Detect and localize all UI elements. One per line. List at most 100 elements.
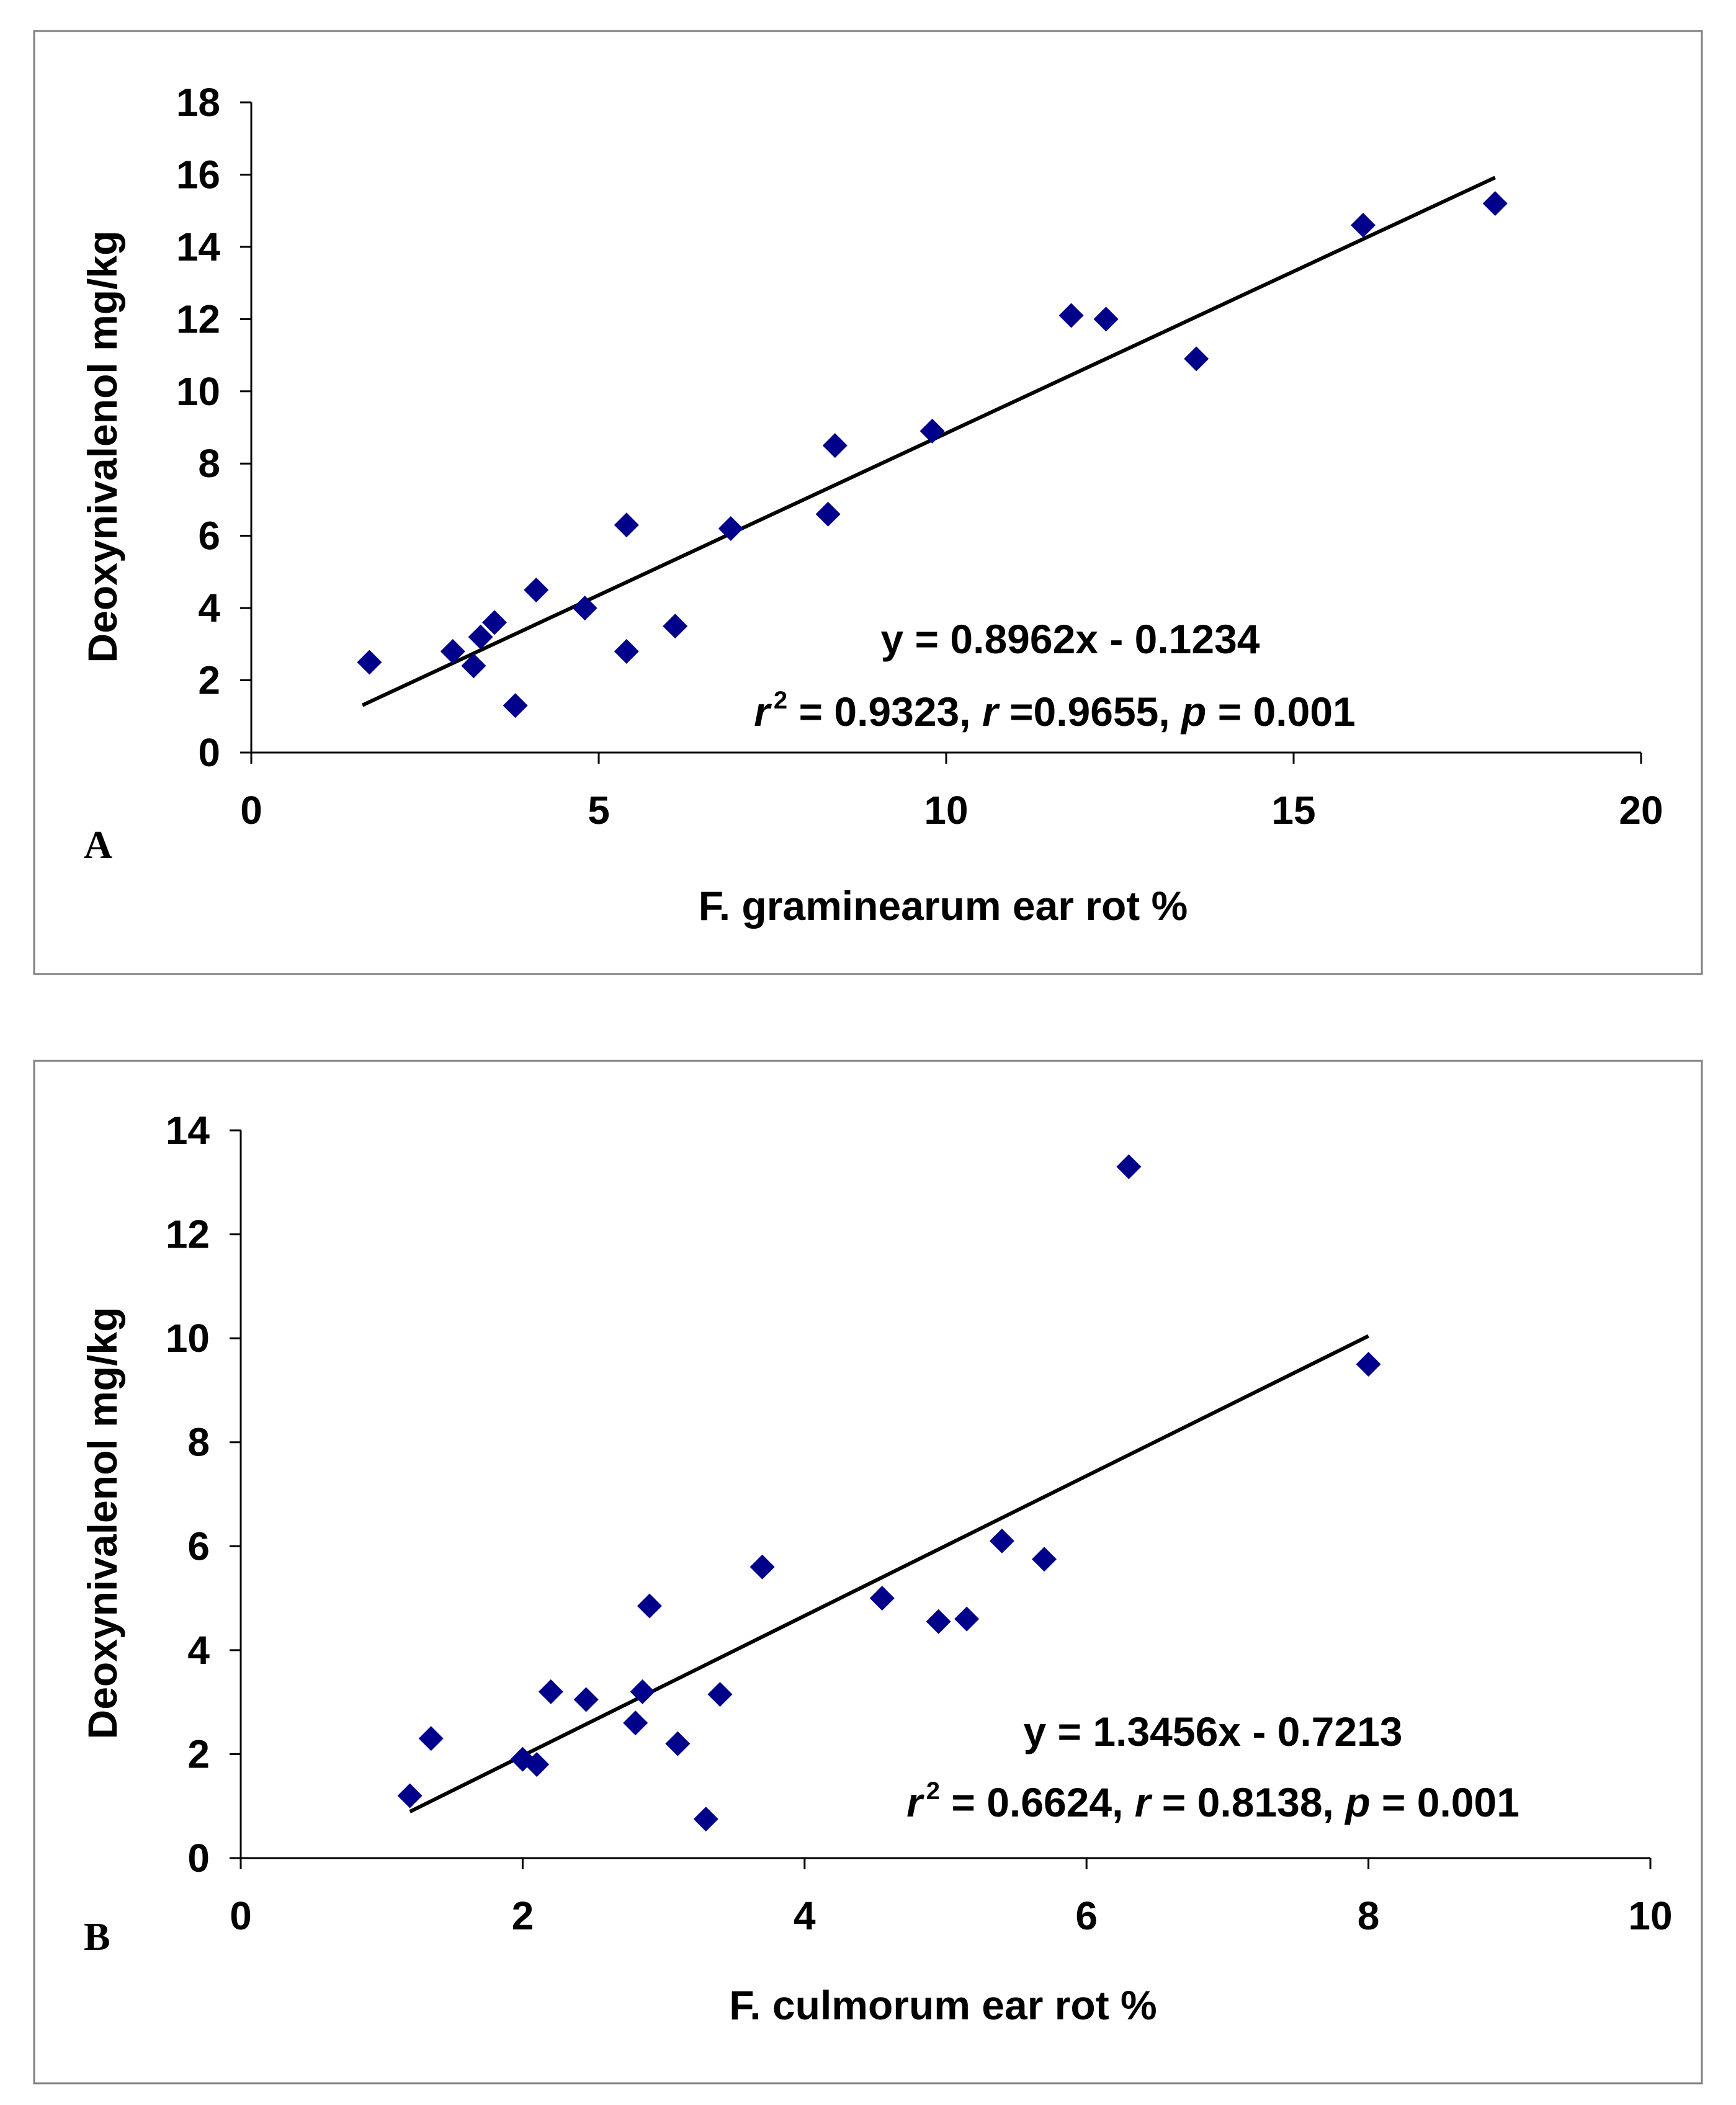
equation-b: y = 1.3456x - 0.7213 [1023,1709,1402,1754]
data-point-a-20 [1482,191,1508,217]
x-tick-label-a: 15 [1271,788,1315,833]
stats-a-r-value: =0.9655, [998,689,1181,735]
data-point-a-11 [663,614,688,639]
panel-b-frame [33,1060,1703,2085]
data-point-b-7 [623,1710,648,1736]
stats-a-r-symbol: r [982,689,1000,735]
y-tick-label-b: 6 [187,1524,210,1568]
data-point-a-6 [503,693,528,718]
y-tick-label-a: 6 [198,514,220,558]
stats-a-r2-value: = 0.9323, [787,689,982,735]
panel-label-a: A [84,823,112,867]
y-tick-label-b: 10 [166,1316,210,1361]
stats-a-p-value: = 0.001 [1206,689,1355,735]
data-point-a-16 [1058,303,1084,328]
y-tick-label-a: 18 [176,80,220,125]
data-point-b-16 [954,1606,980,1632]
data-point-a-1 [357,650,382,675]
x-tick-label-a: 20 [1619,788,1663,833]
axes-a: 0 5 10 15 20 0 2 4 6 8 10 12 14 16 18 [176,80,1663,833]
data-point-b-4 [524,1752,550,1777]
panel-a-frame [33,30,1703,975]
x-tick-label-b: 2 [512,1893,534,1938]
data-point-a-19 [1351,212,1376,238]
data-point-a-7 [524,578,549,602]
y-tick-label-a: 8 [198,441,220,486]
data-point-b-15 [926,1609,951,1634]
x-tick-label-b: 4 [794,1893,816,1938]
data-point-b-11 [693,1807,718,1832]
data-point-b-17 [989,1528,1014,1553]
y-axis-title-a: Deoxynivalenol mg/kg [79,231,125,663]
y-tick-label-a: 0 [198,730,220,775]
data-point-b-18 [1032,1547,1057,1572]
stats-a-r2-sup: 2 [774,687,787,714]
axes-b: 0 2 4 6 8 10 0 2 4 6 8 10 12 14 [166,1108,1673,1938]
data-point-b-8 [630,1679,655,1704]
x-tick-label-b: 10 [1628,1893,1672,1938]
stats-b-p-symbol: p [1344,1779,1370,1825]
stats-b-r-value: = 0.8138, [1150,1779,1345,1825]
stats-b-r2-symbol: r [906,1779,924,1825]
y-tick-label-b: 0 [187,1836,210,1880]
x-axis-title-b: F. culmorum ear rot % [729,1982,1157,2028]
x-axis-title-a: F. graminearum ear rot % [699,883,1188,929]
data-point-b-14 [869,1586,895,1611]
data-point-b-13 [749,1554,775,1580]
data-point-b-9 [637,1593,662,1619]
stats-a-p-symbol: p [1180,689,1206,735]
data-point-a-17 [1093,306,1119,332]
data-point-a-9 [614,512,639,538]
data-point-a-4 [468,624,493,650]
y-tick-label-a: 4 [198,586,220,630]
data-point-b-1 [397,1783,423,1808]
data-point-b-5 [538,1679,563,1704]
stats-b-p-value: = 0.001 [1371,1779,1519,1825]
x-tick-label-b: 8 [1358,1893,1380,1938]
data-point-b-2 [418,1726,444,1751]
y-tick-label-a: 10 [176,369,220,414]
data-point-a-8 [572,596,597,621]
y-tick-label-b: 2 [187,1732,210,1776]
data-point-a-12 [718,516,743,542]
y-tick-label-b: 12 [166,1212,210,1257]
data-point-b-6 [573,1687,599,1712]
data-point-a-13 [815,501,841,527]
y-tick-label-b: 8 [187,1420,210,1465]
trendline-b [409,1334,1369,1813]
x-tick-label-a: 5 [588,788,610,833]
data-point-a-3 [461,653,486,679]
y-axis-title-b: Deoxynivalenol mg/kg [79,1307,125,1740]
y-tick-label-a: 2 [198,658,220,703]
data-point-a-5 [482,610,507,635]
y-tick-label-a: 16 [176,152,220,197]
chart-panel-a: 0 5 10 15 20 0 2 4 6 8 10 12 14 16 18 y = 0.8962x - 0.… [33,30,1703,975]
y-tick-label-b: 14 [166,1108,210,1153]
data-point-a-2 [440,638,465,664]
x-tick-label-b: 6 [1075,1893,1098,1938]
data-point-a-18 [1184,346,1209,372]
equation-a: y = 0.8962x - 0.1234 [880,616,1259,662]
data-point-b-10 [665,1731,691,1756]
x-tick-label-b: 0 [230,1893,252,1938]
data-points-b [397,1154,1381,1832]
panel-label-b: B [84,1915,110,1959]
stats-a-r2-symbol: r [754,689,772,735]
data-points-a [357,191,1508,718]
stats-b-r-symbol: r [1135,1779,1153,1825]
data-point-b-12 [707,1682,733,1707]
x-tick-label-a: 0 [240,788,262,833]
stats-b-r2-value: = 0.6624, [940,1779,1135,1825]
trendline-group-a [361,176,1497,707]
data-point-b-19 [1116,1154,1142,1179]
y-tick-label-a: 14 [176,225,221,269]
trendline-a [361,176,1497,707]
y-tick-label-b: 4 [187,1628,210,1673]
data-point-a-15 [919,418,945,444]
data-point-a-10 [614,638,639,664]
data-point-b-20 [1356,1352,1381,1377]
